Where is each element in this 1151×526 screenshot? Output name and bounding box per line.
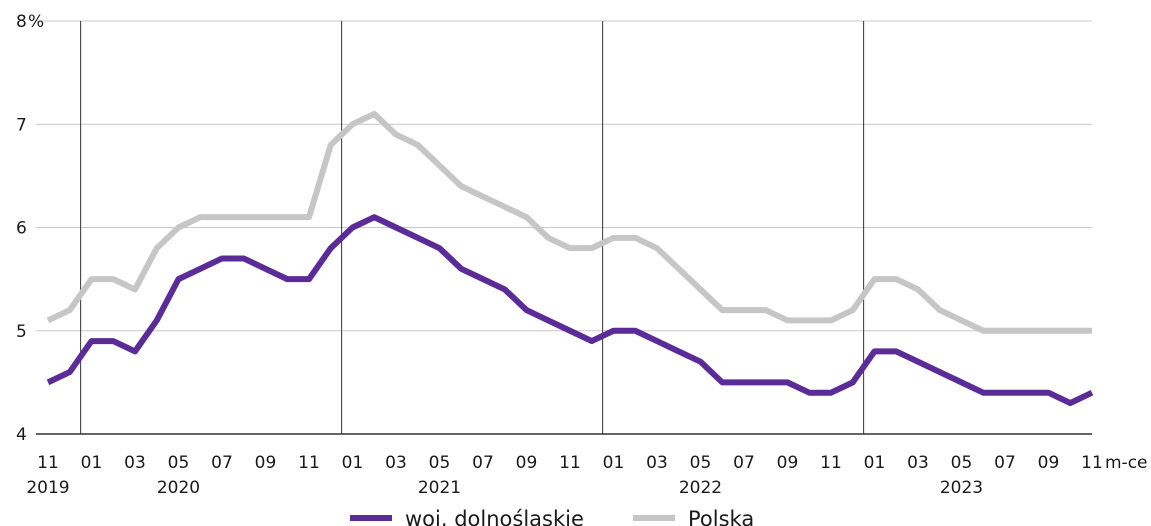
x-tick-15: 05: [690, 453, 712, 473]
x-axis-unit-label: m-ce: [1105, 453, 1148, 473]
y-tick-8: 8: [16, 12, 27, 32]
x-tick-14: 03: [646, 453, 668, 473]
x-tick-17: 09: [777, 453, 799, 473]
x-tick-1: 01: [81, 453, 103, 473]
y-tick-7: 7: [16, 115, 27, 135]
x-tick-8: 03: [385, 453, 407, 473]
x-tick-12: 11: [559, 453, 581, 473]
y-tick-5: 5: [16, 322, 27, 342]
x-tick-20: 03: [907, 453, 929, 473]
x-tick-9: 05: [429, 453, 451, 473]
legend-label-polska: Polska: [688, 507, 754, 526]
year-label-2022: 2022: [679, 478, 722, 498]
x-axis-tick-labels: 11 01 03 05 07 09 11 01 03 05 07 09 11 01 03 05 07 09 11 01…: [37, 453, 1103, 473]
legend: woj. dolnośląskie Polska: [350, 507, 754, 526]
y-tick-4: 4: [16, 425, 27, 445]
x-tick-22: 07: [994, 453, 1016, 473]
year-label-2020: 2020: [157, 478, 200, 498]
x-tick-23: 09: [1038, 453, 1060, 473]
x-tick-11: 09: [516, 453, 538, 473]
y-axis-tick-labels: 4 5 6 7 8: [16, 12, 27, 445]
year-label-2019: 2019: [26, 478, 69, 498]
year-label-2023: 2023: [940, 478, 983, 498]
x-tick-6: 11: [298, 453, 320, 473]
x-tick-5: 09: [255, 453, 277, 473]
series-line-1: [46, 110, 1092, 334]
x-tick-16: 07: [733, 453, 755, 473]
x-tick-21: 05: [951, 453, 973, 473]
legend-label-dolnoslaskie: woj. dolnośląskie: [405, 507, 584, 526]
horizontal-gridlines: [36, 20, 1092, 332]
x-tick-18: 11: [820, 453, 842, 473]
x-tick-10: 07: [472, 453, 494, 473]
x-tick-0: 11: [37, 453, 59, 473]
x-tick-13: 01: [603, 453, 625, 473]
year-label-2021: 2021: [418, 478, 461, 498]
x-tick-2: 03: [124, 453, 146, 473]
series-lines: [46, 110, 1094, 407]
series-line-0: [46, 214, 1094, 407]
x-tick-24: 11: [1081, 453, 1103, 473]
x-tick-19: 01: [864, 453, 886, 473]
x-tick-4: 07: [211, 453, 233, 473]
y-axis-unit-label: %: [28, 12, 44, 32]
x-axis-year-labels: 2019 2020 2021 2022 2023: [26, 478, 983, 498]
x-tick-7: 01: [342, 453, 364, 473]
x-tick-3: 05: [168, 453, 190, 473]
y-tick-6: 6: [16, 219, 27, 239]
